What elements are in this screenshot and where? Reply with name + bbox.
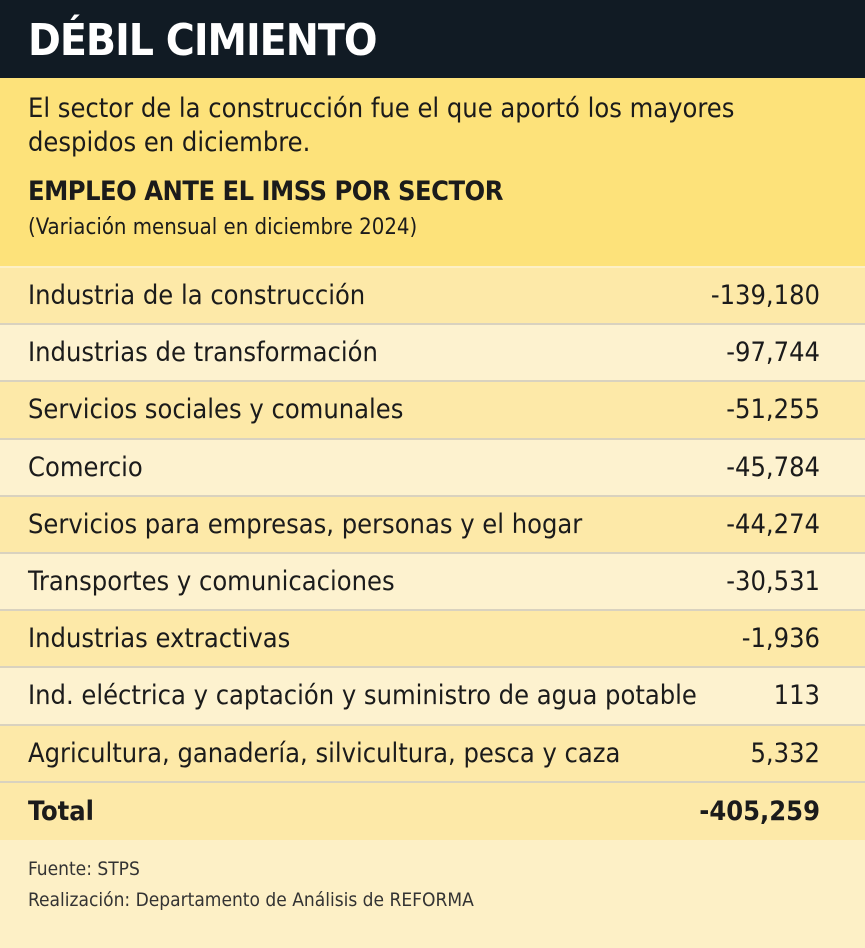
source: Fuente: STPS <box>28 857 140 880</box>
total-value: -405,259 <box>699 795 820 827</box>
table-row: Agricultura, ganadería, silvicultura, pe… <box>0 725 865 783</box>
total-row: Total -405,259 <box>0 782 865 840</box>
table-row: Servicios sociales y comunales -51,255 <box>0 382 865 440</box>
value: -30,531 <box>726 566 820 598</box>
sector: Industria de la construcción <box>28 280 366 312</box>
total-label: Total <box>28 795 94 827</box>
value: -51,255 <box>726 394 820 426</box>
table-subtitle: (Variación mensual en diciembre 2024) <box>28 215 418 240</box>
sector: Transportes y comunicaciones <box>28 566 395 598</box>
value: 113 <box>773 680 820 712</box>
intro-panel: El sector de la construcción fue el que … <box>0 78 865 266</box>
value: -45,784 <box>726 451 820 483</box>
credit: Realización: Departamento de Análisis de… <box>28 888 474 911</box>
value: -1,936 <box>741 623 820 655</box>
value: -97,744 <box>726 337 820 369</box>
sector: Agricultura, ganadería, silvicultura, pe… <box>28 737 621 769</box>
table-row: Comercio -45,784 <box>0 439 865 497</box>
table-row: Industrias extractivas -1,936 <box>0 611 865 669</box>
sector: Industrias extractivas <box>28 623 291 655</box>
sector: Comercio <box>28 451 143 483</box>
title: DÉBIL CIMIENTO <box>0 0 865 78</box>
value: -44,274 <box>726 508 820 540</box>
value: -139,180 <box>710 280 820 312</box>
sector: Ind. eléctrica y captación y suministro … <box>28 680 697 712</box>
intro-text: El sector de la construcción fue el que … <box>28 93 735 158</box>
table-row: Servicios para empresas, personas y el h… <box>0 496 865 554</box>
sector: Servicios sociales y comunales <box>28 394 404 426</box>
table: Industria de la construcción -139,180 Indu… <box>0 268 865 783</box>
table-row: Industrias de transformación -97,744 <box>0 325 865 383</box>
table-row: Industria de la construcción -139,180 <box>0 268 865 326</box>
table-row: Transportes y comunicaciones -30,531 <box>0 553 865 612</box>
sector: Servicios para empresas, personas y el h… <box>28 508 583 540</box>
footer: Fuente: STPS Realización: Departamento d… <box>0 840 865 930</box>
sector: Industrias de transformación <box>28 337 378 369</box>
table-title: EMPLEO ANTE EL IMSS POR SECTOR <box>28 176 503 207</box>
value: 5,332 <box>750 737 820 769</box>
table-row: Ind. eléctrica y captación y suministro … <box>0 668 865 726</box>
